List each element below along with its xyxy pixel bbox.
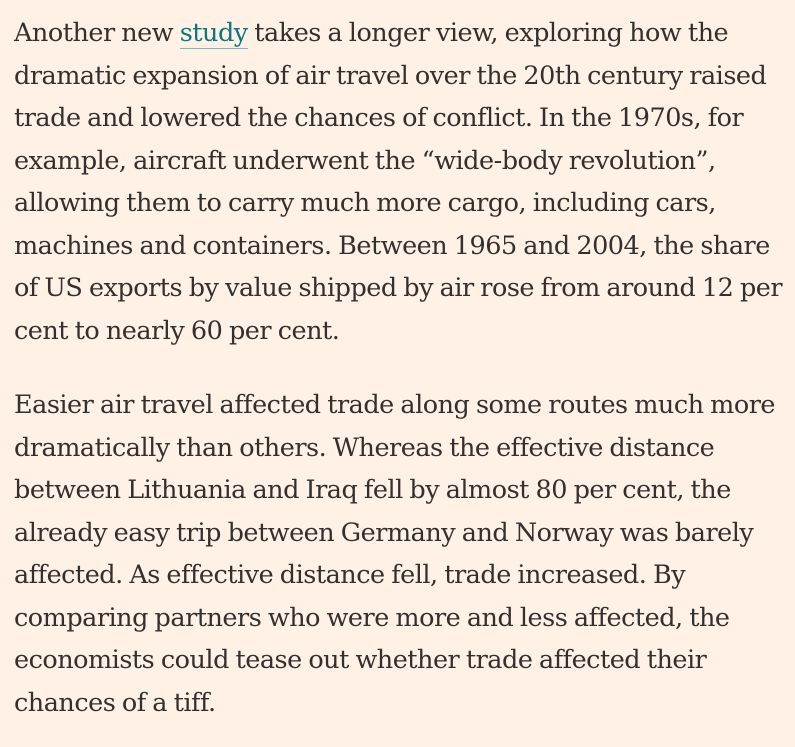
paragraph-2: Easier air travel affected trade along s… [14,390,775,718]
paragraph-1: Another new study takes a longer view, e… [14,12,786,352]
article-body: Another new study takes a longer view, e… [14,12,786,724]
paragraph-1-body-text: takes a longer view, exploring how the d… [14,18,783,346]
study-link[interactable]: study [179,18,248,49]
paragraph-1-lead-text: Another new [14,18,180,48]
